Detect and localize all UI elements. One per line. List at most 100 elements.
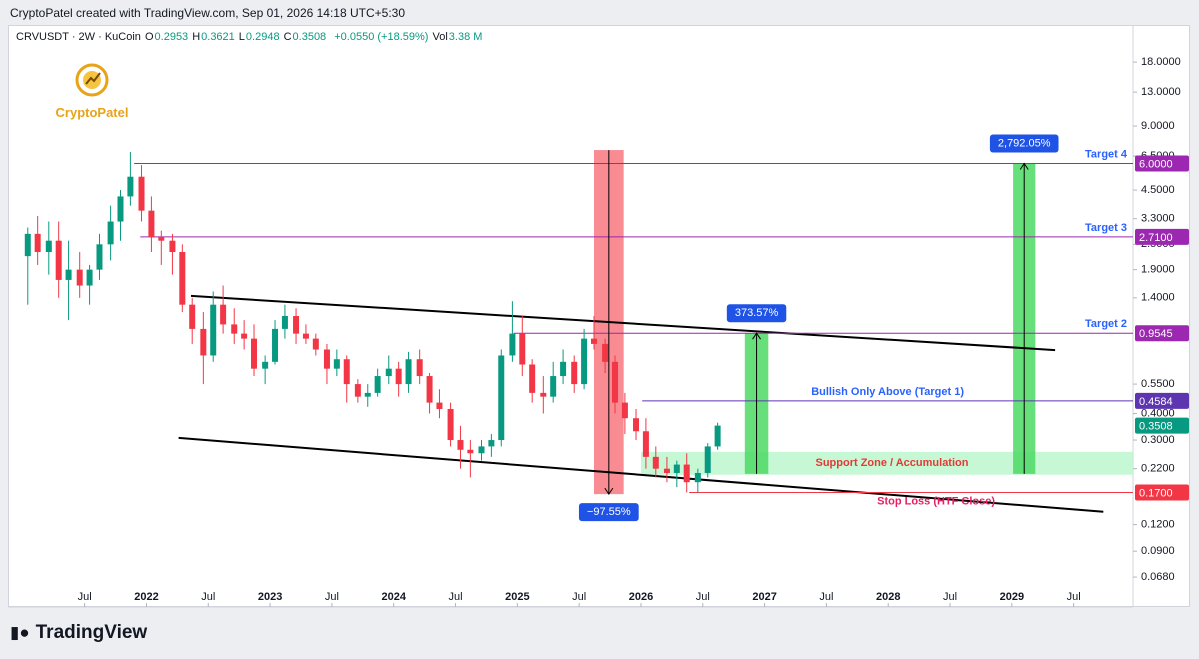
candle-body — [354, 384, 361, 397]
y-tick-label: 0.5500 — [1141, 378, 1175, 390]
candle-body — [86, 269, 93, 286]
x-tick-label: Jul — [943, 591, 957, 603]
y-tick-label: 0.0900 — [1141, 545, 1175, 557]
candle-body — [302, 333, 309, 339]
zone-label: Support Zone / Accumulation — [815, 457, 968, 469]
candle-body — [169, 240, 176, 253]
measure-label-bg — [989, 134, 1059, 153]
candle-body — [189, 304, 196, 329]
measure-label: 2,792.05% — [998, 137, 1051, 149]
volume-label: Vol — [432, 31, 448, 43]
candle-body — [571, 361, 578, 385]
candle-body — [158, 237, 165, 241]
price-badge — [1135, 325, 1189, 342]
logo: CryptoPatel — [52, 62, 132, 120]
y-tick-label: 0.1200 — [1141, 519, 1175, 531]
candle-body — [117, 196, 124, 222]
candle-body — [612, 361, 619, 403]
candle-body — [633, 418, 640, 432]
level-label: Target 2 — [1085, 318, 1127, 330]
candle-body — [663, 468, 670, 473]
y-tick-label: 0.4000 — [1141, 407, 1175, 419]
y-tick-label: 9.0000 — [1141, 120, 1175, 132]
candle-body — [540, 392, 547, 397]
candle-body — [281, 316, 288, 329]
x-tick-label: 2023 — [258, 591, 282, 603]
footer: ▮● TradingView — [10, 622, 148, 643]
candle-body — [241, 333, 248, 339]
level-label: Target 4 — [1085, 148, 1128, 160]
candle-body — [488, 440, 495, 447]
candle-body — [251, 338, 258, 369]
measure-label: 373.57% — [735, 307, 779, 319]
candle-body — [642, 431, 649, 457]
candle-body — [694, 472, 701, 483]
price-badge-label: 0.9545 — [1139, 328, 1173, 340]
candle-body — [200, 328, 207, 356]
volume: 3.38 M — [448, 31, 483, 43]
ohlc-value: 0.2948 — [245, 31, 280, 43]
candle-body — [673, 464, 680, 473]
last-price-label: 0.3508 — [1139, 421, 1173, 433]
candle-body — [457, 440, 464, 450]
ohlc-label: C — [283, 31, 292, 43]
candle-body — [76, 269, 83, 286]
price-badge-label: 0.4584 — [1139, 396, 1173, 408]
y-tick-label: 0.2200 — [1141, 463, 1175, 475]
price-badge-label: 6.0000 — [1139, 158, 1173, 170]
x-tick-label: 2022 — [134, 591, 158, 603]
candle-body — [65, 269, 72, 280]
candle-body — [364, 392, 371, 397]
x-tick-label: Jul — [448, 591, 462, 603]
candle-body — [581, 338, 588, 385]
measure-label: −97.55% — [587, 506, 631, 518]
candle-body — [45, 240, 52, 253]
candle-body — [519, 333, 526, 365]
candle-body — [621, 402, 628, 419]
candle-body — [683, 464, 690, 483]
candle-body — [138, 176, 145, 211]
candle-body — [272, 328, 279, 362]
candle-body — [509, 333, 516, 356]
x-tick-label: Jul — [201, 591, 215, 603]
candle-body — [560, 361, 567, 377]
candle-body — [385, 368, 392, 377]
x-tick-label: 2024 — [381, 591, 406, 603]
price-badge — [1135, 484, 1189, 501]
trendline — [178, 436, 1104, 513]
measure-label-bg — [726, 304, 787, 323]
x-tick-label: 2027 — [752, 591, 776, 603]
price-badge — [1135, 392, 1189, 409]
level-label: Target 3 — [1085, 222, 1127, 234]
candle-body — [550, 376, 557, 397]
logo-icon — [75, 63, 109, 97]
x-tick-label: Jul — [78, 591, 92, 603]
candle-body — [529, 364, 536, 393]
last-price-badge — [1135, 417, 1189, 434]
change: +0.0550 (+18.59%) — [334, 31, 429, 43]
y-tick-label: 18.0000 — [1141, 56, 1181, 68]
measure-label-bg — [578, 503, 639, 522]
ohlc-value: 0.2953 — [154, 31, 189, 43]
ohlc-label: H — [192, 31, 201, 43]
candle-body — [447, 408, 454, 441]
candle-body — [602, 343, 609, 362]
candle-body — [590, 338, 597, 344]
x-tick-label: Jul — [325, 591, 339, 603]
ohlc-label: O — [144, 31, 154, 43]
x-tick-label: 2028 — [876, 591, 900, 603]
candle-body — [127, 176, 134, 197]
x-tick-label: 2026 — [629, 591, 653, 603]
candle-body — [34, 233, 41, 253]
candle-body — [179, 252, 186, 305]
candle-body — [467, 449, 474, 454]
candle-body — [652, 456, 659, 469]
candle-body — [405, 359, 412, 385]
level-label: Bullish Only Above (Target 1) — [811, 386, 964, 398]
y-tick-label: 1.9000 — [1141, 264, 1175, 276]
ohlc-value: 0.3621 — [201, 31, 235, 43]
price-badge — [1135, 228, 1189, 245]
y-tick-label: 0.0680 — [1141, 571, 1175, 583]
